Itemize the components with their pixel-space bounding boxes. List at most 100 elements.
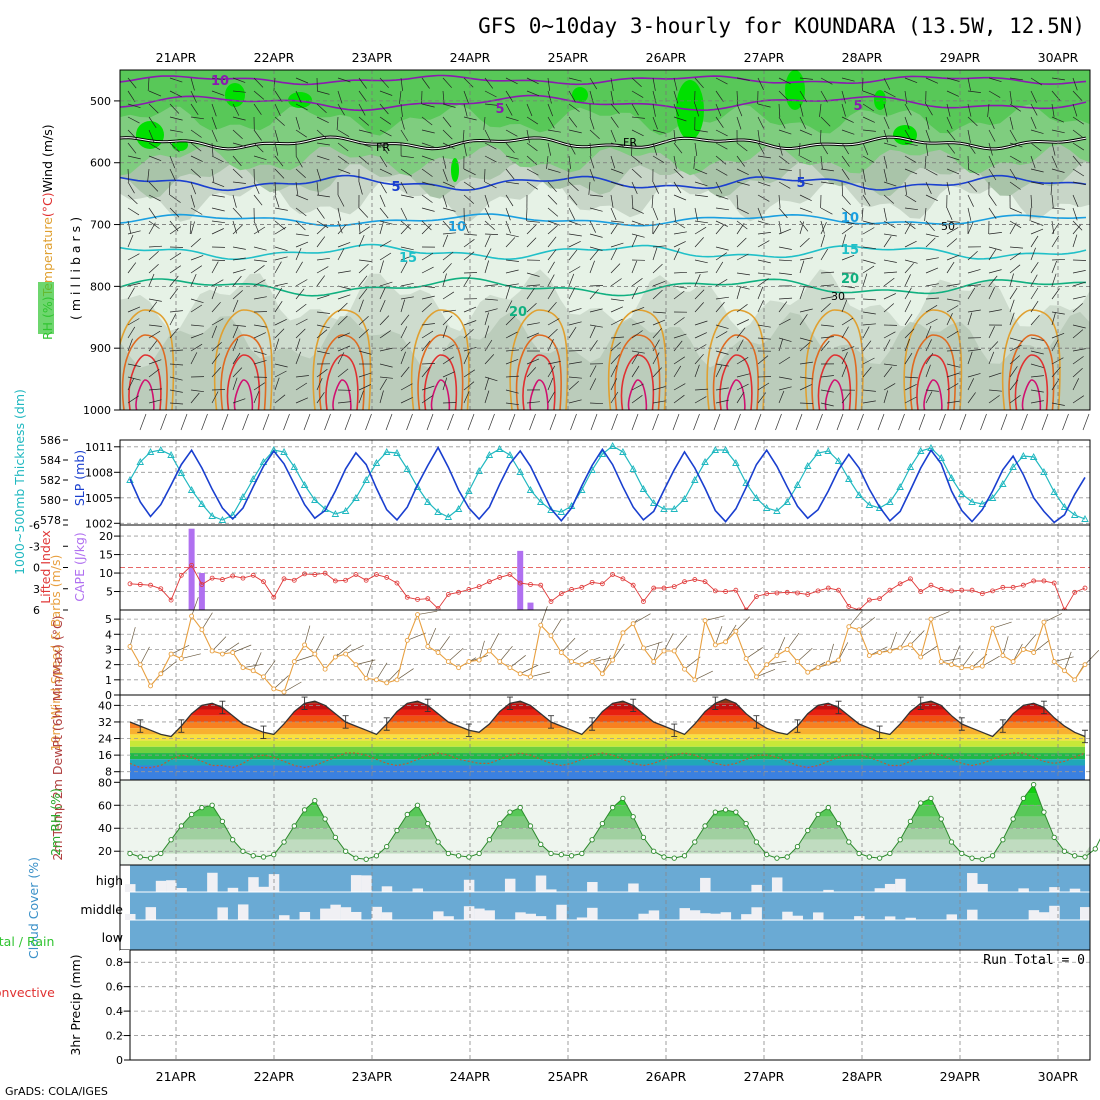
run-total: Run Total = 0 (983, 953, 1085, 968)
lifted-index-point (641, 599, 646, 604)
wind10-tick: 0 (105, 689, 112, 702)
lifted-index-point (394, 580, 400, 586)
wind10-point (610, 657, 616, 663)
lifted-index-point (764, 591, 770, 597)
lifted-index-point (332, 578, 338, 584)
wind10-barb (673, 635, 688, 652)
lifted-index-point (630, 582, 636, 588)
wind10-point (836, 657, 841, 663)
thickness-point (988, 494, 997, 501)
minmax-bar (260, 725, 267, 739)
wind10-barb (550, 618, 562, 636)
lifted-index-point (343, 577, 349, 583)
cloud-level-high: high (96, 873, 123, 888)
wind10-point (178, 656, 184, 662)
thickness-point (495, 445, 504, 452)
wind10-barb (478, 640, 485, 661)
wind10-tick: 4 (105, 628, 112, 641)
thickness-point (352, 494, 360, 501)
precip-tick: 0 (116, 1054, 123, 1067)
rh2m-point (1041, 809, 1047, 815)
wind10-barb (273, 675, 289, 690)
slp-line (129, 445, 1086, 524)
slp-tick: 1005 (85, 492, 113, 505)
minmax-bar (506, 696, 513, 710)
thickness-point (177, 469, 186, 476)
rh2m-point (764, 852, 770, 858)
lifted-index-point (753, 594, 759, 599)
rh2m-point (918, 800, 924, 806)
freezing-label: FR (376, 141, 390, 154)
wind10-point (127, 643, 133, 649)
rh2m-point (517, 804, 523, 811)
contour-label: 5 (853, 99, 862, 114)
thickness-point (239, 493, 247, 500)
wind10-barb (242, 663, 263, 669)
rh2m-point (281, 839, 287, 845)
wind10-point (312, 651, 318, 657)
rh2m-point (805, 827, 811, 834)
thickness-point (875, 504, 884, 511)
rh2m-point (250, 853, 256, 859)
rh2m-point (373, 853, 380, 859)
thickness-point (465, 487, 473, 494)
thickness-point (1040, 468, 1048, 475)
cloud-level-middle: middle (80, 902, 123, 917)
wind10-barb (612, 643, 625, 661)
wind10-barb (858, 617, 876, 631)
wind10-point (332, 654, 338, 660)
lifted-index-point (866, 597, 872, 603)
wind10-point (620, 630, 626, 636)
lifted-index-point (610, 572, 616, 577)
thickness-point (639, 485, 648, 492)
date-label-top: 29APR (940, 50, 981, 65)
wind10-barb (201, 612, 213, 630)
temp2m-line (129, 698, 1086, 738)
lifted-index-point (979, 591, 985, 597)
precip-tick: 0.6 (106, 981, 124, 994)
wind10-barb (1002, 636, 1009, 656)
thickness-point (1081, 515, 1089, 522)
lifted-index-point (271, 594, 277, 600)
lifted-index-point (723, 589, 728, 594)
thickness-point (803, 462, 812, 469)
wind10-point (1000, 653, 1006, 658)
thickness-axis-title: 1000~500mb Thickness (dm) (12, 389, 27, 575)
rh2m-point (620, 795, 626, 802)
wind10-barb (1033, 639, 1050, 653)
lifted-index-point (702, 579, 708, 585)
wind10-barb (252, 652, 262, 671)
thickness-point (701, 458, 709, 465)
rh2m-point (1000, 837, 1006, 843)
wind10-barb (345, 644, 364, 655)
wind10-barb (899, 630, 911, 649)
wind10-barb (355, 659, 376, 665)
wind10-point (928, 616, 934, 622)
lifted-index-point (712, 588, 718, 594)
date-label-bottom: 30APR (1038, 1069, 1079, 1084)
thickness-point (1070, 511, 1079, 518)
pressure-axis: 500 600 700 800 900 1000 (83, 95, 120, 417)
upper-title-part: (°C) (40, 192, 55, 217)
date-axis-top: 21APR 22APR 23APR 24APR 25APR 26APR 27APR 28APR… (156, 50, 1079, 65)
lifted-index-point (774, 590, 780, 596)
rh2m-point (209, 802, 215, 808)
thickness-point (814, 449, 822, 456)
thickness-point (331, 510, 340, 517)
lifted-index-point (456, 589, 462, 595)
wind10-point (969, 665, 975, 671)
minmax-bar (589, 717, 596, 731)
wind10-point (599, 671, 605, 677)
wind10-line (129, 612, 1086, 693)
thickness-point (1050, 488, 1058, 495)
wind10-point (733, 628, 739, 634)
thickness-point (896, 483, 904, 490)
wind10-barb (304, 625, 311, 646)
thickness-point (208, 512, 216, 519)
lifted-index-point (538, 582, 544, 588)
temp-tick: 32 (98, 716, 112, 729)
rh2m-tick: 20 (98, 845, 112, 858)
wind10-point (1020, 647, 1026, 652)
wind10-barb (889, 631, 897, 652)
wind10-point (630, 621, 636, 627)
